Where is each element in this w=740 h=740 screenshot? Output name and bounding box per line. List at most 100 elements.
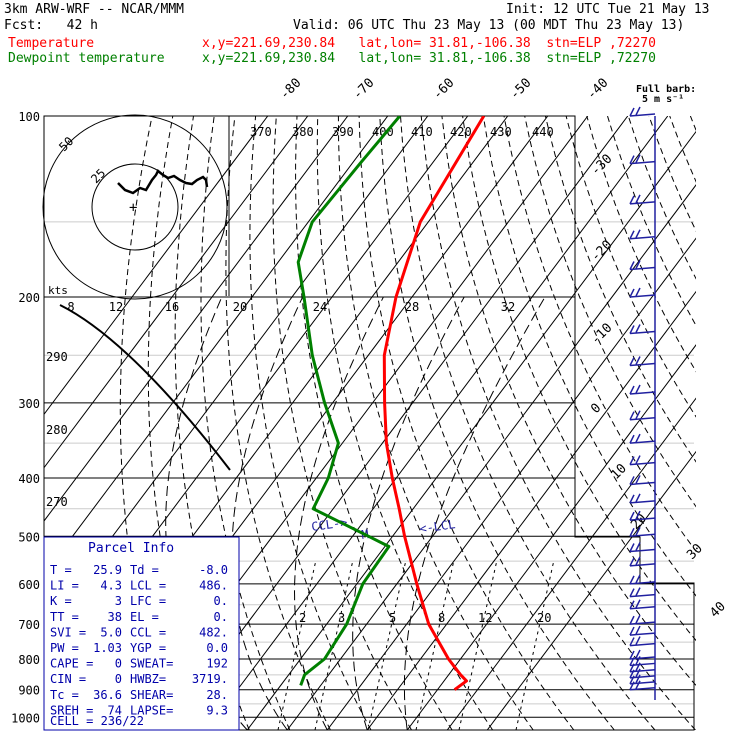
wind-barb-flag xyxy=(635,680,641,690)
wind-barb-flag xyxy=(635,625,641,635)
wind-barb-flag xyxy=(635,194,641,204)
wind-barb-shaft xyxy=(629,294,656,298)
dewpoint-profile xyxy=(296,116,401,686)
parcel-row-label: SVI = xyxy=(50,625,86,639)
moist-adiabat xyxy=(352,296,465,730)
isotherm xyxy=(44,116,389,576)
wind-barb-flag xyxy=(635,587,641,596)
wind-barb xyxy=(629,680,656,691)
mixing-ratio-label: 8 xyxy=(438,611,445,625)
temperature-tick-label: 0 xyxy=(588,401,604,417)
hodograph-ring-outer xyxy=(42,114,228,300)
parcel-row-label: SHEAR= xyxy=(130,688,173,702)
temperature-legend: Temperature xyxy=(8,36,95,51)
dry-adiabat xyxy=(689,116,696,132)
isotherm xyxy=(44,116,429,629)
barb-key-title: Full barb: xyxy=(636,84,697,95)
parcel-row-label: K = xyxy=(50,594,72,608)
level-annotation: CCL-> xyxy=(310,515,348,534)
isotherm xyxy=(366,290,696,730)
wind-barb-flag xyxy=(629,476,635,485)
hodograph-unit-label: kts xyxy=(48,284,68,297)
parcel-row-value: 25.9 xyxy=(93,563,122,577)
pressure-tick-label: 800 xyxy=(18,653,40,667)
wind-barb-flag xyxy=(629,681,635,691)
dry-adiabat xyxy=(607,116,696,327)
dry-adiabat xyxy=(441,116,696,687)
dry-adiabat xyxy=(249,116,372,730)
parcel-row-value: 36.6 xyxy=(93,688,122,702)
wind-scale-label: 8 xyxy=(67,300,74,314)
wind-barb-flag xyxy=(629,385,635,395)
parcel-row-value: 9.3 xyxy=(206,703,228,717)
dry-adiabat xyxy=(462,116,696,642)
dry-adiabat xyxy=(337,116,534,730)
wind-scale-label: 32 xyxy=(501,300,515,314)
hodograph-ring-inner xyxy=(91,163,179,251)
mixing-ratio-label: 3 xyxy=(338,611,345,625)
temperature-profile xyxy=(382,116,486,691)
wind-barb xyxy=(629,356,656,367)
wind-barb-flag xyxy=(629,527,635,537)
wind-barb xyxy=(629,455,656,466)
theta-label: 440 xyxy=(532,125,554,139)
wind-barb xyxy=(629,526,656,538)
wind-barb xyxy=(629,229,656,240)
wind-barb-flag xyxy=(629,675,635,685)
parcel-row-value: 1.03 xyxy=(93,641,122,655)
theta-label: 430 xyxy=(490,125,512,139)
parcel-row-value: 0 xyxy=(115,657,122,671)
wind-barb-shaft xyxy=(629,330,656,335)
hodograph-trace xyxy=(117,169,209,195)
isotherm xyxy=(44,116,309,469)
wind-barb-flag xyxy=(629,657,635,666)
mixing-ratio-line xyxy=(277,559,317,730)
wind-barb xyxy=(629,287,656,298)
wind-barb-shaft xyxy=(629,362,656,367)
hodograph-ring-label: 25 xyxy=(88,166,108,186)
moist-adiabat xyxy=(293,296,384,730)
parcel-row-label: CAPE = xyxy=(50,657,93,671)
mixing-ratio-line xyxy=(314,559,354,730)
wind-barb-flag xyxy=(635,656,641,665)
wind-barb-flag xyxy=(629,615,635,625)
parcel-row-label: HWBZ= xyxy=(130,672,166,686)
parcel-row-label: LCL = xyxy=(130,579,166,593)
wind-barb xyxy=(629,556,656,567)
wind-barb xyxy=(629,154,656,165)
reference-curve xyxy=(59,304,231,471)
isotherm xyxy=(206,116,669,730)
isotherm xyxy=(44,116,349,522)
wind-barb-flag xyxy=(635,668,641,678)
parcel-row-value: 482. xyxy=(199,625,228,639)
pressure-tick-label: 1000 xyxy=(11,711,40,725)
wind-barb-shaft xyxy=(629,621,656,625)
theta-label: 420 xyxy=(450,125,472,139)
wind-barb xyxy=(629,384,656,395)
temperature-tick-label: -10 xyxy=(588,321,615,348)
wind-barb-flag xyxy=(629,626,635,636)
pressure-tick-label: 600 xyxy=(18,578,40,592)
dry-adiabat xyxy=(586,116,696,373)
wind-barb xyxy=(629,410,656,421)
dry-adiabat xyxy=(627,116,696,280)
dry-adiabat xyxy=(400,116,656,730)
moist-adiabat xyxy=(231,296,304,730)
wind-barb-flag xyxy=(629,494,635,504)
temperature-tick-label: -70 xyxy=(350,76,377,103)
mixing-ratio-label: 2 xyxy=(299,611,306,625)
wind-barb xyxy=(629,510,656,521)
parcel-row-label: CCL = xyxy=(130,625,166,639)
wind-barb-shaft xyxy=(629,500,656,504)
wind-barb-flag xyxy=(635,599,641,609)
wind-barb-shaft xyxy=(629,416,656,421)
dry-adiabat xyxy=(316,116,494,730)
wind-barb xyxy=(629,668,656,679)
pressure-tick-label: 500 xyxy=(18,530,40,544)
wind-barb-flag xyxy=(629,288,635,298)
isotherm xyxy=(44,116,269,416)
isotherm xyxy=(406,344,696,730)
dry-adiabat xyxy=(482,116,696,597)
model-title: 3km ARW-WRF -- NCAR/MMM xyxy=(4,2,185,17)
